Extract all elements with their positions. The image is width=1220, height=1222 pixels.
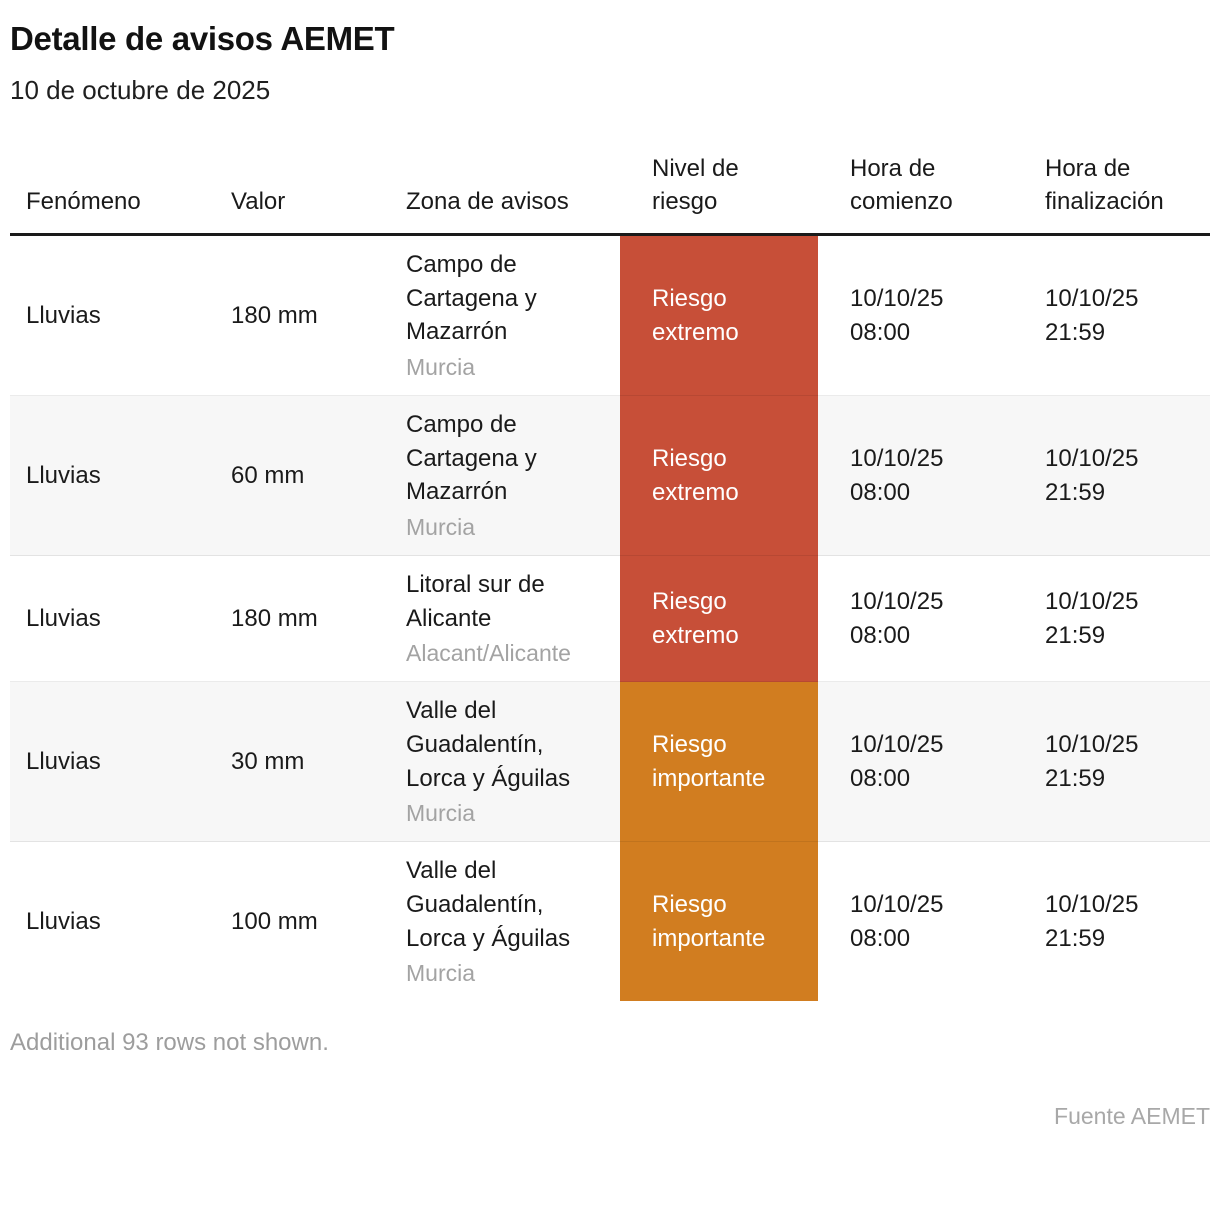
zone-region-sublabel: Alacant/Alicante <box>406 640 571 667</box>
cell-end-time: 10/10/25 21:59 <box>1013 841 1210 1002</box>
zone-name: Campo de Cartagena y Mazarrón <box>406 251 537 346</box>
cell-end-time: 10/10/25 21:59 <box>1013 681 1210 842</box>
end-time: 21:59 <box>1045 478 1106 506</box>
cell-valor: 180 mm <box>231 301 318 329</box>
start-time: 08:00 <box>850 318 911 346</box>
cell-start-time: 10/10/25 08:00 <box>818 235 1013 396</box>
start-date: 10/10/25 <box>850 891 944 919</box>
cell-risk-level: Riesgo importante <box>620 681 818 842</box>
page-subtitle: 10 de octubre de 2025 <box>10 74 271 105</box>
cell-fenomeno: Lluvias <box>10 681 215 842</box>
cell-zona: Campo de Cartagena y Mazarrón Murcia <box>390 235 620 396</box>
end-date: 10/10/25 <box>1045 285 1139 313</box>
end-time: 21:59 <box>1045 318 1106 346</box>
cell-start-time: 10/10/25 08:00 <box>818 681 1013 842</box>
table-header-row: Fenómeno Valor Zona de avisos Nivel de r… <box>10 151 1210 237</box>
cell-zona: Valle del Guadalentín, Lorca y Águilas M… <box>390 841 620 1002</box>
start-date: 10/10/25 <box>850 588 944 616</box>
cell-start-time: 10/10/25 08:00 <box>818 841 1013 1002</box>
cell-zona: Litoral sur de Alicante Alacant/Alicante <box>390 555 620 682</box>
cell-zona: Campo de Cartagena y Mazarrón Murcia <box>390 395 620 556</box>
cell-valor: 100 mm <box>215 841 390 1002</box>
start-date: 10/10/25 <box>850 285 944 313</box>
table-row: Lluvias 100 mm Valle del Guadalentín, Lo… <box>10 841 1210 1002</box>
zone-name: Valle del Guadalentín, Lorca y Águilas <box>406 857 571 952</box>
start-time: 08:00 <box>850 924 911 952</box>
cell-fenomeno: Lluvias <box>26 301 101 329</box>
column-header-finalizacion: Hora de finalización <box>1013 151 1210 237</box>
cell-fenomeno: Lluvias <box>10 395 215 556</box>
cell-risk-level: Riesgo extremo <box>620 234 818 396</box>
cell-end-time: 10/10/25 21:59 <box>1013 235 1210 396</box>
end-date: 10/10/25 <box>1045 588 1139 616</box>
start-time: 08:00 <box>850 764 911 792</box>
column-header-valor: Valor <box>215 151 390 237</box>
end-time: 21:59 <box>1045 621 1106 649</box>
cell-start-time: 10/10/25 08:00 <box>818 395 1013 556</box>
cell-fenomeno: Lluvias <box>10 555 215 682</box>
zone-region-sublabel: Murcia <box>406 960 476 987</box>
zone-region-sublabel: Murcia <box>406 800 476 827</box>
table-row: Lluvias 60 mm Campo de Cartagena y Mazar… <box>10 395 1210 556</box>
column-header-nivel: Nivel de riesgo <box>620 151 818 237</box>
table-row: Lluvias 30 mm Valle del Guadalentín, Lor… <box>10 681 1210 842</box>
avisos-table: Fenómeno Valor Zona de avisos Nivel de r… <box>10 151 1210 1002</box>
end-date: 10/10/25 <box>1045 891 1139 919</box>
table-row: Lluvias 180 mm Campo de Cartagena y Maza… <box>10 234 1210 396</box>
cell-risk-level: Riesgo extremo <box>620 395 818 556</box>
end-time: 21:59 <box>1045 764 1106 792</box>
start-time: 08:00 <box>850 478 911 506</box>
start-time: 08:00 <box>850 621 911 649</box>
page-title: Detalle de avisos AEMET <box>10 20 395 57</box>
cell-start-time: 10/10/25 08:00 <box>818 555 1013 682</box>
cell-end-time: 10/10/25 21:59 <box>1013 395 1210 556</box>
zone-name: Valle del Guadalentín, Lorca y Águilas <box>406 697 571 792</box>
end-date: 10/10/25 <box>1045 445 1139 473</box>
zone-name: Litoral sur de Alicante <box>406 571 545 632</box>
rows-not-shown-note: Additional 93 rows not shown. <box>10 1029 329 1057</box>
cell-zona: Valle del Guadalentín, Lorca y Águilas M… <box>390 681 620 842</box>
column-header-fenomeno: Fenómeno <box>10 151 215 237</box>
cell-valor: 30 mm <box>215 681 390 842</box>
cell-valor: 180 mm <box>215 555 390 682</box>
cell-risk-level: Riesgo importante <box>620 841 818 1002</box>
cell-risk-level: Riesgo extremo <box>620 555 818 682</box>
zone-region-sublabel: Murcia <box>406 353 476 380</box>
cell-valor: 60 mm <box>215 395 390 556</box>
column-header-zona: Zona de avisos <box>390 151 620 237</box>
end-time: 21:59 <box>1045 924 1106 952</box>
column-header-comienzo: Hora de comienzo <box>818 151 1013 237</box>
table-row: Lluvias 180 mm Litoral sur de Alicante A… <box>10 555 1210 682</box>
start-date: 10/10/25 <box>850 731 944 759</box>
source-credit: Fuente AEMET <box>1054 1103 1210 1130</box>
cell-fenomeno: Lluvias <box>10 841 215 1002</box>
zone-region-sublabel: Murcia <box>406 513 476 540</box>
start-date: 10/10/25 <box>850 445 944 473</box>
end-date: 10/10/25 <box>1045 731 1139 759</box>
cell-end-time: 10/10/25 21:59 <box>1013 555 1210 682</box>
zone-name: Campo de Cartagena y Mazarrón <box>406 411 537 506</box>
